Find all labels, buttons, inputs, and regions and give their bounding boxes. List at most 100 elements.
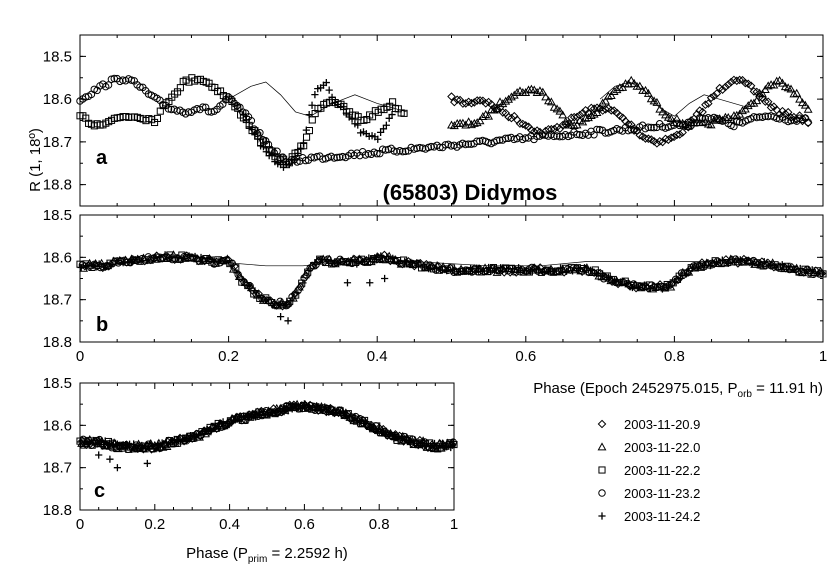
panel-b-point xyxy=(312,260,320,269)
data-points xyxy=(76,74,827,472)
panel-a-point-diamond xyxy=(666,133,676,143)
panel-c-point xyxy=(355,414,364,423)
panel-a-point-diamond xyxy=(669,132,679,142)
panel-a-point-circle xyxy=(378,145,387,154)
x-axis-title-b-post: = 11.91 h) xyxy=(752,380,823,397)
panel-a-point-plus xyxy=(299,139,308,147)
panel-b-outlier xyxy=(277,313,285,321)
panel-a-point-triangle xyxy=(492,104,502,113)
panel-a-point-triangle xyxy=(800,100,810,109)
x-tick-label: 0.6 xyxy=(515,348,536,365)
panel-a-point-triangle xyxy=(795,94,805,103)
panel-a-point-diamond xyxy=(658,137,667,147)
panel-a-point-triangle xyxy=(738,106,747,115)
panel-c-point xyxy=(339,410,348,418)
panel-a-point-triangle xyxy=(652,97,662,106)
panel-a-point-triangle xyxy=(532,87,542,96)
panel-a-point-diamond xyxy=(481,99,491,108)
panel-a-point-circle xyxy=(467,140,475,148)
panel-a-point-diamond xyxy=(641,134,650,143)
panel-c-point xyxy=(162,441,172,450)
x-tick-label: 0.4 xyxy=(367,348,388,365)
panel-b-point xyxy=(204,254,214,263)
x-axis-title-b-pre: Phase (Epoch 2452975.015, P xyxy=(533,380,737,397)
panel-a-point-triangle xyxy=(449,121,459,130)
panel-a-point-circle xyxy=(690,119,698,127)
panel-a-point-diamond xyxy=(447,92,456,101)
panel-b-point xyxy=(610,277,619,285)
panel-a-point-triangle xyxy=(555,106,565,115)
panel-b-point xyxy=(234,270,242,279)
panel-b-point xyxy=(696,262,706,271)
panel-c-outlier xyxy=(113,464,121,472)
panel-a-point-circle xyxy=(601,129,610,137)
y-tick-label: 18.7 xyxy=(43,292,72,309)
panel-a-point-circle xyxy=(501,134,510,143)
panel-a-point-circle xyxy=(136,83,144,91)
x-tick-label: 0.8 xyxy=(369,516,390,533)
panel-b-point xyxy=(282,298,292,307)
panel-a-point-triangle xyxy=(706,120,716,129)
panel-a-model-curve xyxy=(228,81,407,117)
panel-c-point xyxy=(246,411,254,419)
panel-a-point-triangle xyxy=(506,92,516,101)
panel-a-point-circle xyxy=(330,154,338,162)
panel-b-point xyxy=(305,267,313,275)
panel-a-point-circle xyxy=(787,116,795,125)
panel-a-point-triangle xyxy=(672,114,682,123)
panel-a-point-triangle xyxy=(743,101,753,110)
panel-c-letter: c xyxy=(94,480,105,502)
panel-a-point-circle xyxy=(173,107,181,115)
panel-b-point xyxy=(252,289,260,298)
panel-a-point-triangle xyxy=(489,105,499,114)
panel-a-point-plus xyxy=(305,111,313,119)
x-tick-label: 0.2 xyxy=(218,348,239,365)
panel-a-point-triangle xyxy=(467,120,476,129)
panel-a-point-diamond xyxy=(709,91,719,101)
panel-a-point-plus xyxy=(311,91,319,99)
panel-a-point-circle xyxy=(273,147,281,155)
panel-a-point-triangle xyxy=(472,118,482,127)
panel-a-point-circle xyxy=(104,81,113,89)
panel-a-point-diamond xyxy=(472,96,482,105)
panel-a-point-circle xyxy=(199,103,207,111)
panel-a-point-triangle xyxy=(606,91,616,100)
panel-a-point-plus xyxy=(325,86,333,94)
panel-a-point-diamond xyxy=(452,95,462,104)
y-tick-label: 18.8 xyxy=(43,502,72,519)
legend-marker-circle xyxy=(598,489,606,497)
panel-a-point-diamond xyxy=(507,113,516,123)
legend: 2003-11-20.9 2003-11-22.0 2003-11-22.2 2003… xyxy=(597,417,700,524)
panel-a-point-circle xyxy=(159,100,167,109)
panel-a-point-plus xyxy=(342,109,350,117)
panel-a-point-diamond xyxy=(601,105,610,114)
panel-a-point-circle xyxy=(595,125,604,134)
panel-c-point xyxy=(449,438,457,446)
panel-a-point-triangle xyxy=(635,81,645,90)
panel-a-point-circle xyxy=(755,113,764,121)
legend-marker-triangle xyxy=(597,442,607,451)
panel-a-point-triangle xyxy=(501,96,511,105)
panel-b-point xyxy=(819,270,827,278)
legend-label: 2003-11-22.2 xyxy=(624,463,700,478)
panel-a-point-circle xyxy=(538,131,547,139)
panel-a-point-diamond xyxy=(721,82,730,92)
panel-a-point-triangle xyxy=(504,94,514,103)
panel-c-point xyxy=(378,424,388,434)
panel-a-point-diamond xyxy=(467,98,476,108)
panel-a-point-triangle xyxy=(546,97,556,106)
panel-a-point-circle xyxy=(698,114,707,123)
panel-a-point-plus xyxy=(259,143,268,151)
panel-b-point xyxy=(593,269,602,277)
panel-a-point-square xyxy=(302,133,311,141)
panel-a-point-circle xyxy=(650,123,658,132)
panel-b-point xyxy=(232,264,240,272)
panel-a-point-diamond xyxy=(589,104,599,114)
panel-a-point-circle xyxy=(119,76,127,84)
panel-a-point-triangle xyxy=(498,99,508,108)
x-tick-label: 0 xyxy=(76,516,84,533)
panel-a-point-circle xyxy=(204,107,213,116)
panel-a-point-triangle xyxy=(626,75,636,84)
panel-a-point-triangle xyxy=(752,96,762,105)
panel-a-point-triangle xyxy=(484,111,494,120)
